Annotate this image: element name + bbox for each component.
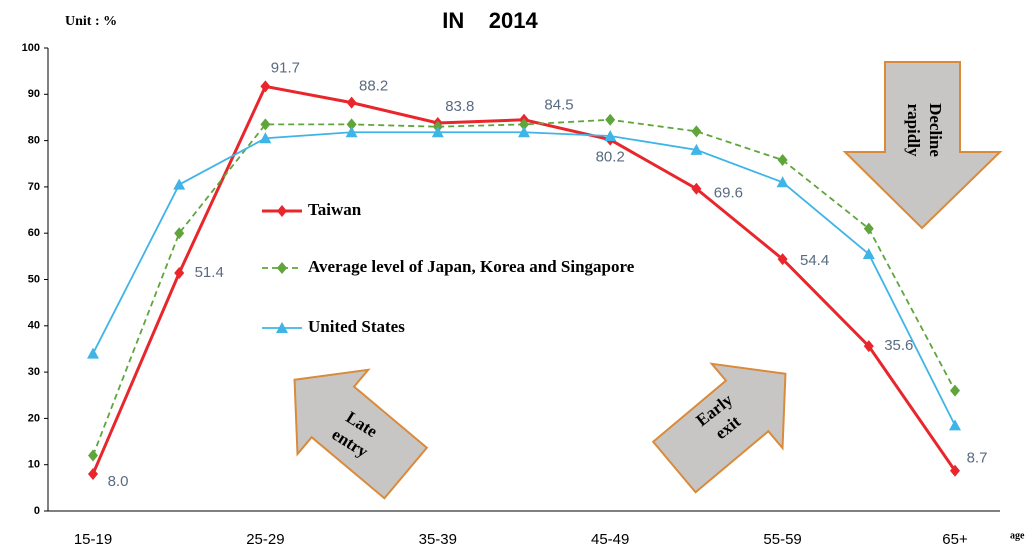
marker bbox=[690, 143, 703, 155]
annotation: rapidly bbox=[904, 104, 923, 157]
marker bbox=[174, 267, 185, 280]
y-tick-label: 20 bbox=[28, 412, 40, 424]
marker bbox=[346, 96, 357, 109]
decline-arrow bbox=[842, 61, 1003, 230]
x-tick-label: 15-19 bbox=[74, 531, 112, 548]
series-line bbox=[92, 118, 956, 456]
x-tick-label: 45-49 bbox=[591, 531, 629, 548]
marker bbox=[260, 118, 271, 131]
data-label: 8.7 bbox=[967, 450, 988, 467]
data-label: 83.8 bbox=[445, 98, 474, 115]
legend-marker bbox=[277, 262, 287, 274]
late-entry-arrow bbox=[293, 368, 429, 500]
legend-label: United States bbox=[308, 317, 405, 336]
y-tick-label: 50 bbox=[28, 273, 40, 285]
data-label: 80.2 bbox=[596, 149, 625, 166]
marker bbox=[863, 222, 874, 235]
y-tick-label: 60 bbox=[28, 227, 40, 239]
data-label: 88.2 bbox=[359, 78, 388, 95]
marker bbox=[605, 113, 616, 126]
x-axis-label: age bbox=[1010, 530, 1025, 541]
data-label: 84.5 bbox=[544, 97, 573, 114]
y-tick-label: 100 bbox=[22, 42, 40, 54]
marker bbox=[777, 154, 788, 167]
data-label: 91.7 bbox=[271, 59, 300, 76]
y-tick-label: 30 bbox=[28, 366, 40, 378]
data-label: 51.4 bbox=[195, 264, 224, 281]
legend-marker bbox=[276, 322, 288, 333]
marker bbox=[950, 464, 960, 477]
y-tick-label: 10 bbox=[28, 459, 40, 471]
marker bbox=[345, 126, 358, 138]
x-tick-label: 65+ bbox=[942, 531, 968, 548]
marker bbox=[88, 467, 98, 480]
y-tick-label: 70 bbox=[28, 181, 40, 193]
legend-label: Taiwan bbox=[308, 200, 362, 219]
marker bbox=[776, 176, 789, 188]
annotation: Decline bbox=[926, 103, 945, 157]
marker bbox=[862, 248, 875, 260]
early-exit-arrow bbox=[651, 362, 787, 494]
data-label: 54.4 bbox=[800, 252, 829, 269]
marker bbox=[260, 80, 271, 93]
marker bbox=[949, 419, 961, 431]
marker bbox=[950, 384, 960, 397]
data-label: 35.6 bbox=[884, 337, 913, 354]
chart-title: IN 2014 bbox=[442, 8, 538, 33]
y-tick-label: 40 bbox=[28, 320, 40, 332]
x-tick-label: 35-39 bbox=[419, 531, 457, 548]
marker bbox=[691, 182, 702, 195]
marker bbox=[863, 340, 874, 353]
marker bbox=[259, 132, 272, 144]
legend-label: Average level of Japan, Korea and Singap… bbox=[308, 257, 635, 276]
marker bbox=[431, 126, 444, 138]
marker bbox=[519, 118, 529, 131]
marker bbox=[604, 129, 617, 141]
y-tick-label: 0 bbox=[34, 505, 40, 517]
data-label: 69.6 bbox=[714, 185, 743, 202]
marker bbox=[777, 253, 788, 266]
marker bbox=[691, 125, 702, 138]
x-tick-label: 55-59 bbox=[763, 531, 801, 548]
data-label: 8.0 bbox=[108, 473, 129, 490]
unit-label: Unit : % bbox=[65, 14, 117, 29]
marker bbox=[518, 126, 530, 138]
y-tick-label: 80 bbox=[28, 135, 40, 147]
legend-marker bbox=[277, 205, 287, 217]
marker bbox=[173, 178, 186, 190]
marker bbox=[87, 347, 99, 359]
x-tick-label: 25-29 bbox=[246, 531, 284, 548]
marker bbox=[88, 449, 98, 462]
marker bbox=[346, 118, 357, 131]
marker bbox=[174, 227, 185, 240]
y-tick-label: 90 bbox=[28, 88, 40, 100]
